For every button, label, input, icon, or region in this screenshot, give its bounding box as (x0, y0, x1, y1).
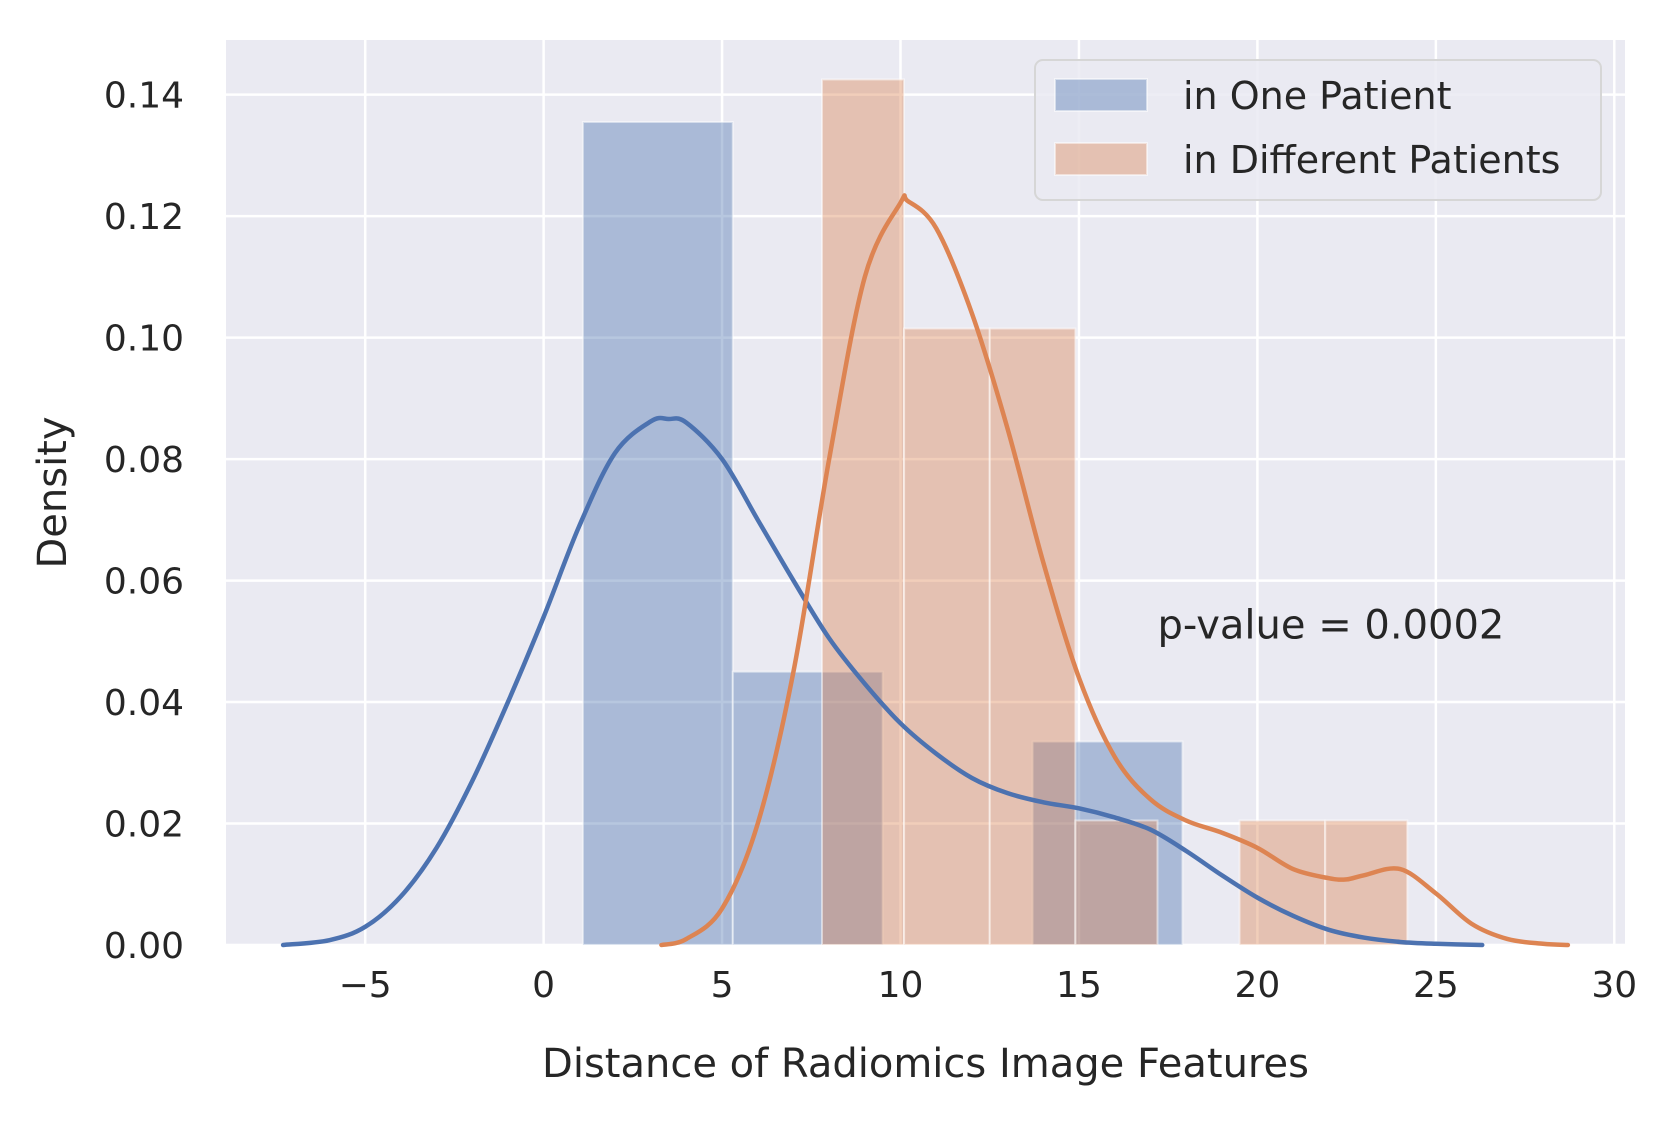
kde-curve-series-1 (280, 415, 1485, 948)
tick-labels: −5 0 5 10 15 20 25 30 0.00 0.02 0.04 0.06 0.08 0.10 0.… (104, 76, 1637, 1006)
y-tick-label: 0.12 (104, 197, 184, 238)
y-axis-label: Density (30, 416, 76, 568)
histogram-bar-series-2 (988, 327, 1077, 946)
x-tick-label: −5 (339, 965, 392, 1006)
x-tick-label: 20 (1234, 965, 1280, 1006)
y-tick-label: 0.06 (104, 562, 184, 603)
x-tick-label: 5 (711, 965, 734, 1006)
y-tick-label: 0.04 (104, 683, 184, 724)
x-tick-label: 25 (1413, 965, 1459, 1006)
x-tick-label: 10 (878, 965, 924, 1006)
x-tick-label: 30 (1591, 965, 1637, 1006)
y-tick-label: 0.10 (104, 319, 184, 360)
legend-label: in Different Patients (1183, 138, 1560, 182)
p-value-annotation: p-value = 0.0002 (1157, 602, 1504, 648)
histogram-bar-series-2 (1324, 819, 1409, 946)
legend-frame (1034, 59, 1602, 201)
y-tick-label: 0.08 (104, 440, 184, 481)
legend: in One Patient in Different Patients (1034, 59, 1602, 201)
x-tick-label: 15 (1056, 965, 1102, 1006)
histogram-bars (581, 78, 1409, 947)
y-tick-label: 0.02 (104, 805, 184, 846)
kde-curve-series-2 (659, 193, 1571, 948)
y-tick-label: 0.00 (104, 926, 184, 967)
histogram-bar-series-2 (821, 78, 906, 947)
histogram-bar-series-1 (581, 120, 734, 946)
legend-label: in One Patient (1183, 74, 1452, 118)
legend-swatch (1054, 78, 1148, 112)
kde-curves (280, 193, 1571, 948)
legend-swatch (1054, 142, 1148, 176)
annotations: p-value = 0.0002 (1157, 602, 1504, 648)
y-tick-label: 0.14 (104, 76, 184, 117)
x-axis-label: Distance of Radiomics Image Features (542, 1041, 1309, 1087)
histogram-bar-series-2 (903, 327, 991, 946)
histogram-bar-series-1 (731, 670, 884, 946)
x-tick-label: 0 (532, 965, 555, 1006)
histogram-bar-series-2 (1074, 819, 1159, 946)
